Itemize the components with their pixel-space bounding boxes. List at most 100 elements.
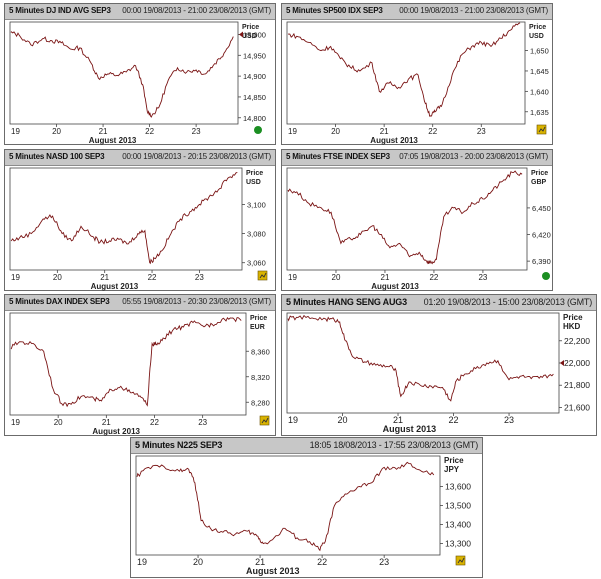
y-tick-label: 14,850 <box>243 93 266 102</box>
x-tick-label: 20 <box>332 273 341 282</box>
currency-label: HKD <box>563 322 581 331</box>
badge-glyph <box>261 417 269 424</box>
y-tick-label: 14,950 <box>243 51 266 60</box>
x-tick-label: 21 <box>393 415 403 425</box>
x-tick-label: 22 <box>449 415 459 425</box>
currency-label: USD <box>242 33 257 40</box>
x-tick-label: 23 <box>198 418 207 427</box>
price-series-line <box>10 317 242 408</box>
x-tick-label: 21 <box>380 127 389 136</box>
x-axis-label: August 2013 <box>92 427 140 436</box>
y-tick-label: 8,320 <box>251 373 270 382</box>
panel-time-range: 01:20 19/08/2013 - 15:00 23/08/2013 (GMT… <box>423 297 593 307</box>
x-tick-label: 22 <box>428 127 437 136</box>
x-tick-label: 21 <box>100 273 109 282</box>
currency-label: JPY <box>444 465 460 474</box>
panel-time-range: 00:00 19/08/2013 - 21:00 23/08/2013 (GMT… <box>122 6 271 15</box>
x-tick-label: 23 <box>504 415 514 425</box>
currency-label: EUR <box>250 324 265 331</box>
price-series-line <box>10 171 238 265</box>
x-tick-label: 21 <box>99 127 108 136</box>
y-tick-label: 21,800 <box>564 380 590 390</box>
y-tick-label: 3,080 <box>247 230 266 239</box>
y-tick-label: 14,900 <box>243 72 266 81</box>
currency-label: GBP <box>531 179 547 186</box>
panel-title: 5 Minutes FTSE INDEX SEP3 <box>286 152 390 161</box>
x-tick-label: 22 <box>150 418 159 427</box>
plot-frame <box>286 167 528 271</box>
badge-glyph <box>538 126 546 133</box>
x-axis-label: August 2013 <box>370 136 418 145</box>
panel-title-bar: 5 Minutes DAX INDEX SEP3 05:55 19/08/201… <box>5 295 275 311</box>
panel-title: 5 Minutes N225 SEP3 <box>135 440 223 450</box>
x-tick-label: 19 <box>11 273 20 282</box>
x-tick-label: 23 <box>477 127 486 136</box>
x-axis-label: August 2013 <box>246 566 300 576</box>
x-tick-label: 19 <box>288 273 297 282</box>
y-tick-label: 22,000 <box>564 358 590 368</box>
panel-title: 5 Minutes HANG SENG AUG3 <box>286 297 407 307</box>
x-axis-label: August 2013 <box>383 424 437 434</box>
panel-title-bar: 5 Minutes FTSE INDEX SEP3 07:05 19/08/20… <box>282 150 552 166</box>
y-axis-label: Price <box>529 24 546 31</box>
x-tick-label: 20 <box>52 127 61 136</box>
y-tick-label: 13,500 <box>445 501 471 511</box>
chart-panel-sp500: 5 Minutes SP500 IDX SEP3 00:00 19/08/201… <box>281 3 553 145</box>
panel-title: 5 Minutes DJ IND AVG SEP3 <box>9 6 111 15</box>
y-tick-label: 3,100 <box>247 200 266 209</box>
y-axis-label: Price <box>246 170 263 177</box>
panel-time-range: 18:05 18/08/2013 - 17:55 23/08/2013 (GMT… <box>309 440 479 450</box>
y-tick-label: 3,060 <box>247 259 266 268</box>
chart-canvas: 19 20 21 22 23 August 2013 Price GBP 6,450 6,420 6… <box>286 167 551 291</box>
badge-glyph <box>259 272 267 279</box>
chart-badge-icon <box>455 555 466 566</box>
panel-title: 5 Minutes SP500 IDX SEP3 <box>286 6 383 15</box>
chart-panel-nasd: 5 Minutes NASD 100 SEP3 00:00 19/08/2013… <box>4 149 276 291</box>
chart-canvas: 19 20 21 22 23 August 2013 Price EUR 8,360 8,320 8… <box>9 312 270 436</box>
x-tick-label: 23 <box>195 273 204 282</box>
chart-panel-dax: 5 Minutes DAX INDEX SEP3 05:55 19/08/201… <box>4 294 276 436</box>
y-tick-label: 1,650 <box>530 47 549 56</box>
panel-title-bar: 5 Minutes HANG SENG AUG3 01:20 19/08/201… <box>282 295 596 311</box>
panel-title-bar: 5 Minutes DJ IND AVG SEP3 00:00 19/08/20… <box>5 4 275 20</box>
x-tick-label: 19 <box>288 415 298 425</box>
x-tick-label: 23 <box>379 557 389 567</box>
x-tick-label: 22 <box>317 557 327 567</box>
chart-canvas: 19 20 21 22 23 August 2013 Price USD 3,100 3,080 3… <box>9 167 268 291</box>
panel-title: 5 Minutes NASD 100 SEP3 <box>9 152 105 161</box>
y-tick-label: 22,200 <box>564 336 590 346</box>
plot-frame <box>9 21 239 125</box>
y-tick-label: 6,450 <box>532 204 551 213</box>
x-tick-label: 19 <box>288 127 297 136</box>
price-series-line <box>287 22 521 117</box>
x-tick-label: 20 <box>193 557 203 567</box>
plot-frame <box>286 312 560 414</box>
status-dot-icon <box>542 272 550 280</box>
panel-time-range: 05:55 19/08/2013 - 20:30 23/08/2013 (GMT… <box>122 297 271 306</box>
y-tick-label: 1,640 <box>530 87 549 96</box>
panel-title-bar: 5 Minutes NASD 100 SEP3 00:00 19/08/2013… <box>5 150 275 166</box>
x-tick-label: 22 <box>429 273 438 282</box>
chart-panel-n225: 5 Minutes N225 SEP3 18:05 18/08/2013 - 1… <box>130 437 483 578</box>
x-tick-label: 21 <box>381 273 390 282</box>
x-tick-label: 19 <box>11 127 20 136</box>
chart-badge-icon <box>536 124 547 135</box>
status-dot-icon <box>254 126 262 134</box>
y-axis-label: Price <box>444 456 464 465</box>
panel-title-bar: 5 Minutes N225 SEP3 18:05 18/08/2013 - 1… <box>131 438 482 454</box>
x-tick-label: 22 <box>145 127 154 136</box>
panel-time-range: 07:05 19/08/2013 - 20:00 23/08/2013 (GMT… <box>399 152 548 161</box>
x-tick-label: 20 <box>338 415 348 425</box>
y-tick-label: 13,300 <box>445 539 471 549</box>
x-tick-label: 23 <box>192 127 201 136</box>
plot-frame <box>286 21 526 125</box>
x-axis-label: August 2013 <box>371 282 419 291</box>
panel-time-range: 00:00 19/08/2013 - 20:15 23/08/2013 (GMT… <box>122 152 271 161</box>
y-tick-label: 13,400 <box>445 520 471 530</box>
x-tick-label: 20 <box>53 273 62 282</box>
y-tick-label: 13,600 <box>445 481 471 491</box>
y-axis-label: Price <box>563 313 583 322</box>
panel-time-range: 00:00 19/08/2013 - 21:00 23/08/2013 (GMT… <box>399 6 548 15</box>
